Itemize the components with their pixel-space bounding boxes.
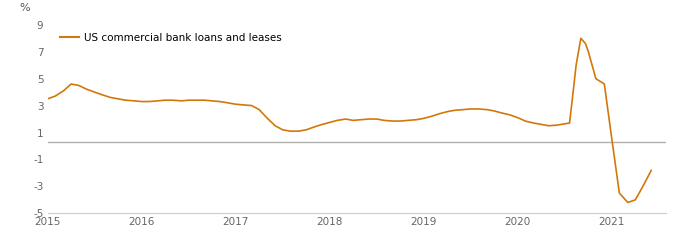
Text: %: % (20, 3, 31, 13)
Legend: US commercial bank loans and leases: US commercial bank loans and leases (59, 32, 283, 44)
